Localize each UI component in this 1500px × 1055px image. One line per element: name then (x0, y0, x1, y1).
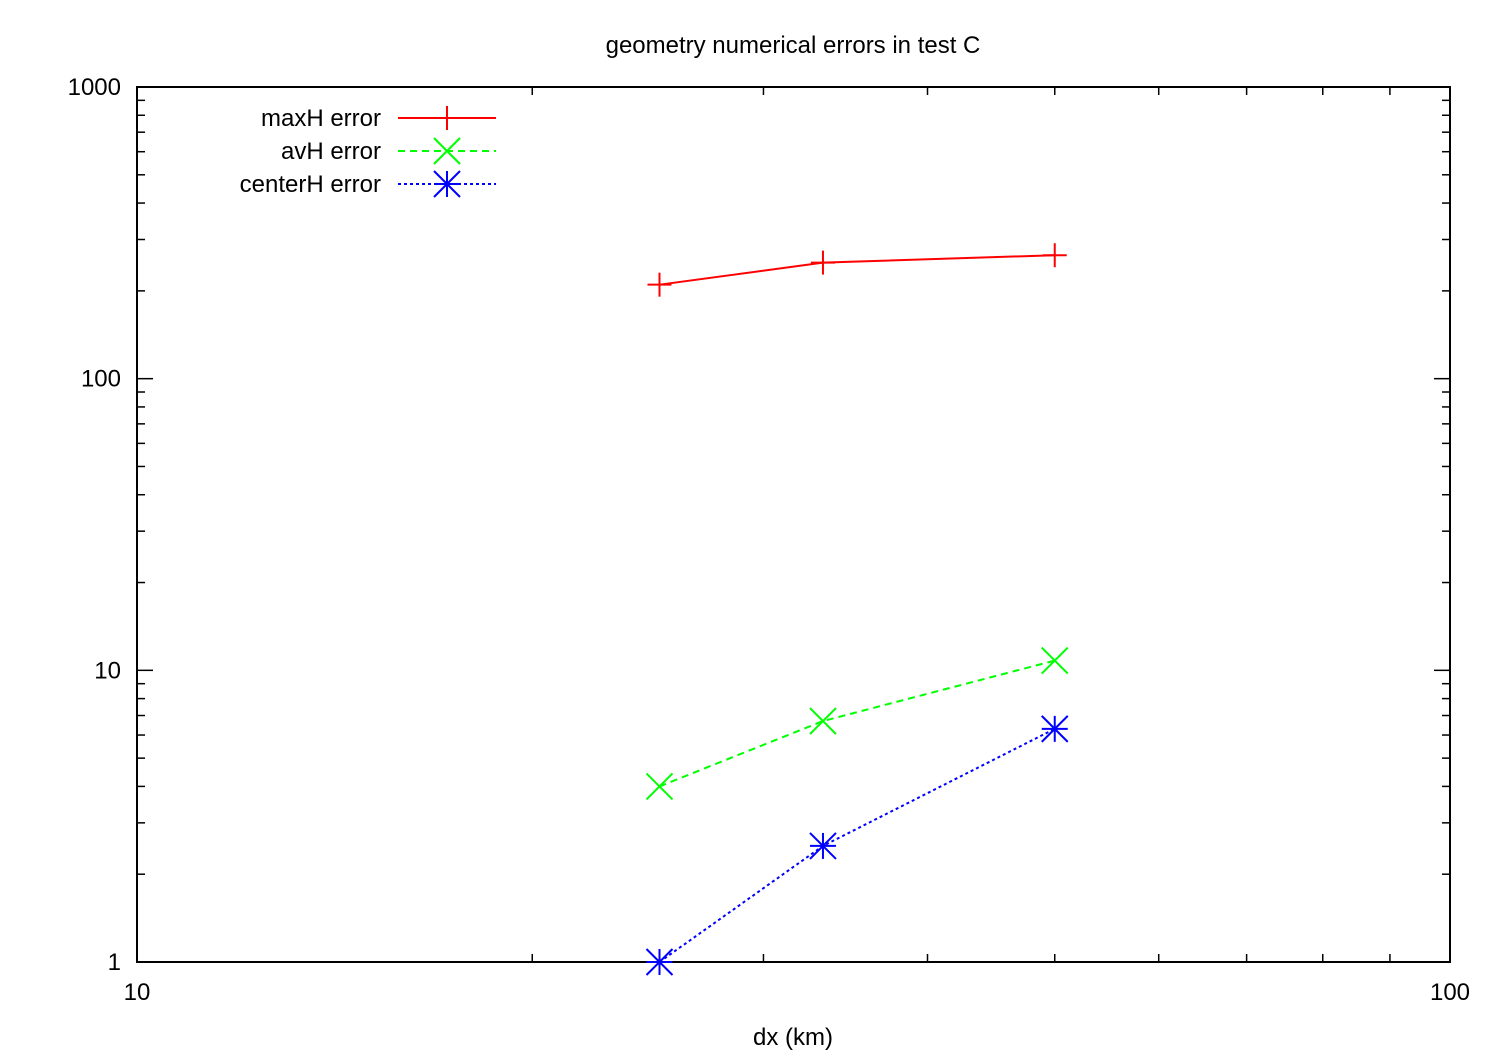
series-line (659, 659, 1056, 788)
legend: maxH error avH error centerH error (240, 105, 496, 198)
marker-stroke (809, 832, 837, 860)
legend-label: maxH error (261, 105, 381, 132)
data-point (809, 707, 837, 735)
legend-label: centerH error (240, 171, 381, 198)
legend-marker (433, 137, 461, 165)
marker-stroke (1041, 646, 1069, 675)
data-point (1041, 646, 1069, 675)
y-tick-label: 1000 (68, 74, 121, 101)
data-point (810, 250, 835, 275)
data-point (1041, 715, 1069, 743)
data-point (809, 832, 837, 860)
series-line (658, 727, 1056, 963)
x-axis-label: dx (km) (753, 1024, 833, 1050)
legend-label: avH error (281, 138, 381, 165)
data-point (645, 948, 674, 976)
series-2 (645, 715, 1069, 976)
series-1 (645, 646, 1069, 801)
legend-marker (433, 170, 461, 198)
series-layer (645, 243, 1069, 976)
legend-marker (435, 106, 459, 130)
marker-stroke (433, 170, 461, 198)
y-tick-label: 100 (81, 366, 121, 393)
marker-stroke (809, 707, 837, 735)
y-tick-label: 1 (108, 949, 121, 976)
series-0 (647, 243, 1067, 297)
marker-stroke (645, 772, 674, 801)
data-point (647, 272, 672, 297)
y-tick-label: 10 (94, 657, 121, 684)
series-line (659, 254, 1055, 286)
marker-stroke (645, 948, 674, 976)
marker-stroke (1041, 715, 1069, 743)
x-tick-label: 100 (1430, 979, 1470, 1006)
marker-stroke (433, 137, 461, 165)
data-point (645, 772, 674, 801)
plot-frame (136, 86, 1451, 963)
data-point (1042, 243, 1067, 268)
chart-title: geometry numerical errors in test C (606, 32, 981, 59)
x-tick-label: 10 (124, 979, 151, 1006)
